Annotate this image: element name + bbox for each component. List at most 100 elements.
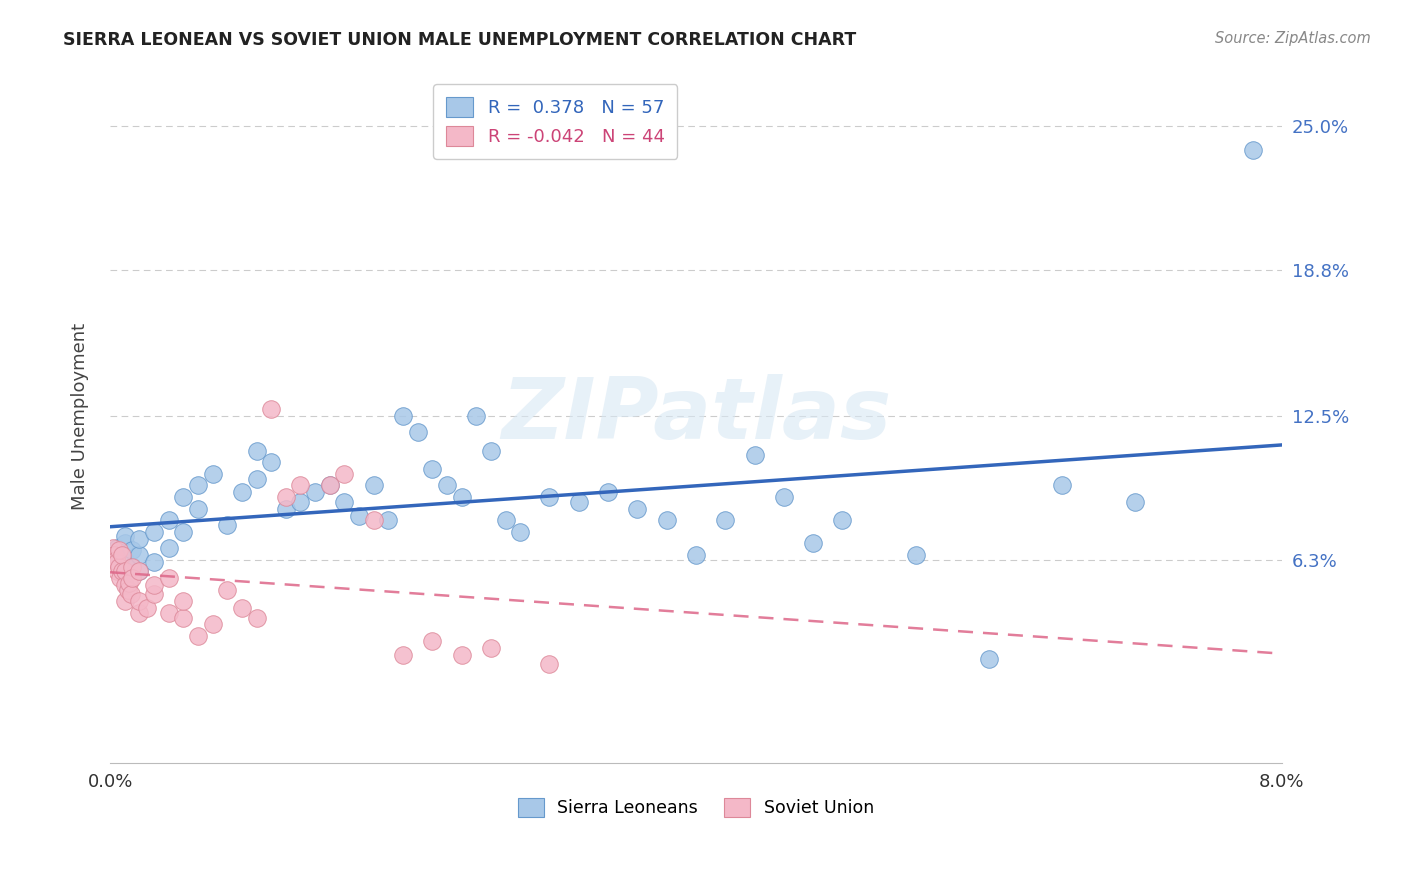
Point bbox=[105, 541, 128, 555]
Point bbox=[319, 478, 342, 492]
Point bbox=[377, 513, 399, 527]
Point bbox=[111, 564, 134, 578]
Point bbox=[977, 652, 1000, 666]
Point bbox=[117, 582, 139, 597]
Point bbox=[157, 513, 180, 527]
Point bbox=[495, 513, 517, 527]
Point bbox=[114, 536, 136, 550]
Point bbox=[157, 571, 180, 585]
Point bbox=[121, 543, 143, 558]
Point bbox=[245, 610, 267, 624]
Point bbox=[201, 617, 224, 632]
Point bbox=[143, 587, 166, 601]
Point bbox=[114, 578, 136, 592]
Point bbox=[274, 501, 297, 516]
Point bbox=[479, 443, 502, 458]
Point bbox=[120, 587, 142, 601]
Point bbox=[655, 513, 678, 527]
Point bbox=[406, 425, 429, 440]
Point bbox=[128, 564, 150, 578]
Point bbox=[201, 467, 224, 481]
Point bbox=[245, 471, 267, 485]
Point bbox=[108, 559, 131, 574]
Point bbox=[479, 640, 502, 655]
Point bbox=[626, 501, 648, 516]
Point bbox=[319, 478, 342, 492]
Point bbox=[101, 541, 124, 555]
Point bbox=[172, 490, 194, 504]
Point bbox=[128, 594, 150, 608]
Point bbox=[172, 610, 194, 624]
Point bbox=[187, 501, 209, 516]
Point bbox=[1050, 478, 1073, 492]
Point bbox=[304, 485, 326, 500]
Point bbox=[105, 548, 128, 562]
Point bbox=[143, 555, 166, 569]
Point bbox=[260, 455, 283, 469]
Point bbox=[596, 485, 619, 500]
Point bbox=[831, 513, 853, 527]
Point bbox=[114, 594, 136, 608]
Point bbox=[450, 648, 472, 662]
Point bbox=[714, 513, 737, 527]
Point bbox=[274, 490, 297, 504]
Point bbox=[108, 543, 131, 558]
Point bbox=[157, 606, 180, 620]
Point bbox=[143, 524, 166, 539]
Point bbox=[538, 657, 561, 671]
Point bbox=[128, 564, 150, 578]
Point bbox=[509, 524, 531, 539]
Point bbox=[1241, 143, 1264, 157]
Y-axis label: Male Unemployment: Male Unemployment bbox=[72, 322, 89, 509]
Point bbox=[420, 462, 443, 476]
Text: ZIPatlas: ZIPatlas bbox=[501, 375, 891, 458]
Point bbox=[450, 490, 472, 504]
Point bbox=[772, 490, 794, 504]
Point bbox=[110, 571, 132, 585]
Point bbox=[111, 548, 134, 562]
Point bbox=[801, 536, 824, 550]
Point bbox=[904, 548, 927, 562]
Point bbox=[187, 478, 209, 492]
Point bbox=[333, 494, 356, 508]
Point bbox=[568, 494, 591, 508]
Point bbox=[420, 633, 443, 648]
Point bbox=[128, 548, 150, 562]
Point bbox=[290, 478, 312, 492]
Point bbox=[333, 467, 356, 481]
Point bbox=[347, 508, 370, 523]
Point bbox=[231, 485, 253, 500]
Point bbox=[121, 571, 143, 585]
Point bbox=[392, 648, 415, 662]
Point bbox=[172, 524, 194, 539]
Point bbox=[157, 541, 180, 555]
Point bbox=[1125, 494, 1147, 508]
Point bbox=[118, 575, 141, 590]
Point bbox=[105, 555, 128, 569]
Text: Source: ZipAtlas.com: Source: ZipAtlas.com bbox=[1215, 31, 1371, 46]
Point bbox=[392, 409, 415, 423]
Point bbox=[114, 552, 136, 566]
Point bbox=[114, 564, 136, 578]
Point bbox=[363, 513, 385, 527]
Point bbox=[260, 402, 283, 417]
Point bbox=[187, 629, 209, 643]
Legend: Sierra Leoneans, Soviet Union: Sierra Leoneans, Soviet Union bbox=[510, 791, 882, 824]
Point bbox=[172, 594, 194, 608]
Text: SIERRA LEONEAN VS SOVIET UNION MALE UNEMPLOYMENT CORRELATION CHART: SIERRA LEONEAN VS SOVIET UNION MALE UNEM… bbox=[63, 31, 856, 49]
Point bbox=[290, 494, 312, 508]
Point bbox=[121, 559, 143, 574]
Point bbox=[128, 532, 150, 546]
Point bbox=[121, 559, 143, 574]
Point bbox=[114, 529, 136, 543]
Point bbox=[103, 548, 125, 562]
Point bbox=[105, 564, 128, 578]
Point bbox=[436, 478, 458, 492]
Point bbox=[685, 548, 707, 562]
Point bbox=[465, 409, 488, 423]
Point bbox=[538, 490, 561, 504]
Point bbox=[128, 606, 150, 620]
Point bbox=[104, 552, 127, 566]
Point bbox=[143, 578, 166, 592]
Point bbox=[245, 443, 267, 458]
